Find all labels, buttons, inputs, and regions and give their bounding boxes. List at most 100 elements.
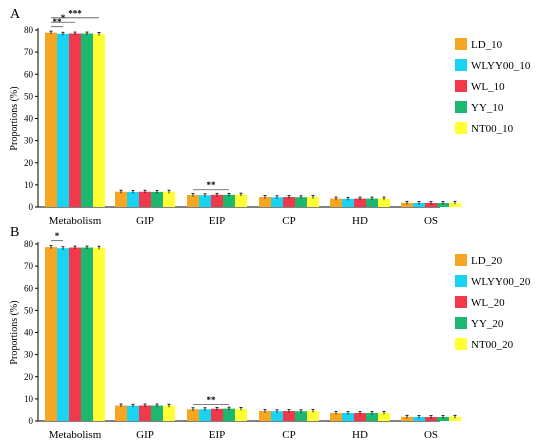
bar xyxy=(93,247,105,421)
x-category-label: GIP xyxy=(136,215,154,227)
bar xyxy=(223,408,235,421)
x-category-label: CP xyxy=(282,215,295,227)
significance-label: *** xyxy=(68,8,82,18)
bar xyxy=(401,416,413,421)
panel-letter: A xyxy=(10,7,21,22)
bar xyxy=(342,413,354,421)
legend-swatch xyxy=(455,317,467,329)
bar xyxy=(425,203,437,207)
x-category-label: HD xyxy=(352,215,368,227)
x-category-label: EIP xyxy=(209,215,226,227)
bar xyxy=(69,247,81,421)
y-tick-label: 0 xyxy=(29,416,34,426)
bar xyxy=(81,33,93,207)
significance-label: ** xyxy=(207,180,217,190)
y-tick-label: 80 xyxy=(24,25,34,35)
y-tick-label: 10 xyxy=(24,180,34,190)
legend-swatch xyxy=(455,101,467,113)
legend-swatch xyxy=(455,38,467,50)
y-tick-label: 40 xyxy=(24,114,34,124)
legend-label: WL_10 xyxy=(471,81,505,93)
x-category-label: HD xyxy=(352,429,368,441)
bar xyxy=(366,198,378,207)
bar xyxy=(211,194,223,207)
y-tick-label: 70 xyxy=(24,47,34,57)
legend-swatch xyxy=(455,275,467,287)
panel-letter: B xyxy=(10,225,19,240)
bar xyxy=(283,197,295,207)
bar xyxy=(437,417,449,421)
legend-label: YY_10 xyxy=(471,102,504,114)
bar xyxy=(295,411,307,421)
y-tick-label: 20 xyxy=(24,158,34,168)
bar xyxy=(283,411,295,421)
bar xyxy=(115,405,127,421)
bar xyxy=(45,247,57,421)
legend-label: LD_10 xyxy=(471,39,503,51)
bar xyxy=(235,408,247,421)
legend-label: WLYY00_20 xyxy=(471,276,531,288)
bar xyxy=(127,405,139,421)
legend-swatch xyxy=(455,59,467,71)
bar xyxy=(199,409,211,421)
legend-label: WL_20 xyxy=(471,297,505,309)
bar xyxy=(271,411,283,421)
y-tick-label: 80 xyxy=(24,239,34,249)
legend-label: LD_20 xyxy=(471,255,503,267)
significance-label: ** xyxy=(207,395,217,405)
y-tick-label: 60 xyxy=(24,69,34,79)
y-tick-label: 50 xyxy=(24,305,34,315)
y-tick-label: 30 xyxy=(24,350,34,360)
bar xyxy=(163,191,175,207)
bar xyxy=(57,248,69,421)
bar xyxy=(413,417,425,421)
bar xyxy=(342,198,354,207)
x-category-label: GIP xyxy=(136,429,154,441)
y-tick-label: 50 xyxy=(24,91,34,101)
bar xyxy=(127,191,139,207)
bar xyxy=(401,202,413,207)
y-tick-label: 40 xyxy=(24,328,34,338)
x-category-label: EIP xyxy=(209,429,226,441)
legend-label: WLYY00_10 xyxy=(471,60,531,72)
x-category-label: CP xyxy=(282,429,295,441)
bar xyxy=(425,417,437,421)
panel-b: B 0 10 20 30 40 50 60 70 80 Proportions (%) Metabol… xyxy=(9,225,531,441)
legend-swatch xyxy=(455,296,467,308)
bar xyxy=(223,194,235,207)
legend-label: YY_20 xyxy=(471,318,504,330)
bar xyxy=(413,203,425,207)
bar xyxy=(45,32,57,207)
y-axis-label: Proportions (%) xyxy=(9,300,20,364)
legend-swatch xyxy=(455,122,467,134)
y-tick-label: 0 xyxy=(29,202,34,212)
bar xyxy=(115,191,127,207)
bar xyxy=(69,33,81,207)
bar xyxy=(259,411,271,421)
y-tick-label: 70 xyxy=(24,261,34,271)
bar xyxy=(199,195,211,207)
significance-label: * xyxy=(55,231,60,241)
bar xyxy=(151,405,163,421)
bar xyxy=(295,197,307,207)
bar xyxy=(449,416,461,421)
bar xyxy=(437,203,449,207)
bar xyxy=(211,408,223,421)
x-category-label: Metabolism xyxy=(49,429,102,441)
legend-label: NT00_20 xyxy=(471,339,514,351)
bar xyxy=(259,197,271,207)
x-category-label: OS xyxy=(424,429,438,441)
x-category-label: OS xyxy=(424,215,438,227)
y-tick-label: 60 xyxy=(24,283,34,293)
bar xyxy=(449,202,461,207)
bar xyxy=(378,412,390,421)
bar xyxy=(271,197,283,207)
bar xyxy=(330,413,342,421)
bar xyxy=(187,195,199,207)
bar xyxy=(330,198,342,207)
panel-a: A 0 10 20 30 40 50 60 70 80 Proportions (%) Metabol… xyxy=(9,7,531,227)
bar xyxy=(354,198,366,207)
bar xyxy=(307,411,319,421)
bar xyxy=(378,198,390,207)
